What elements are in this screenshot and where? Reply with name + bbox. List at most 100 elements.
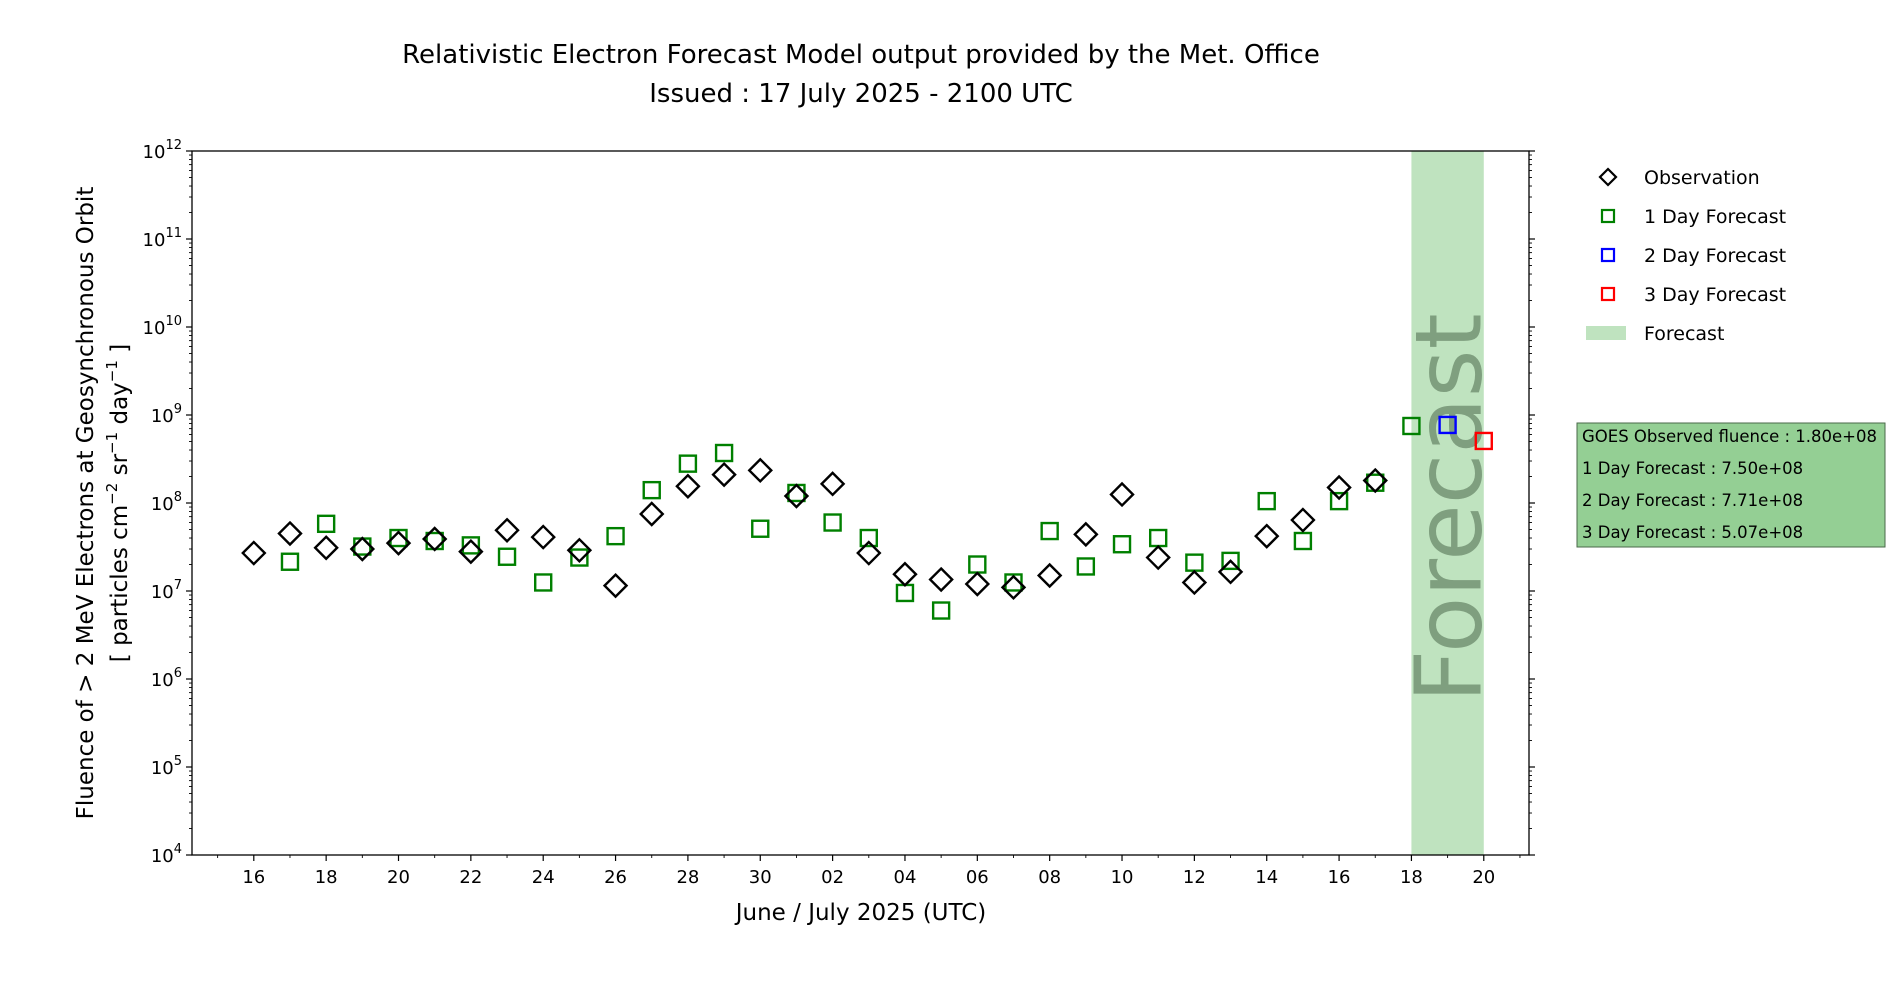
1-day-forecast-point [1402,416,1421,436]
observation-point [1290,507,1316,533]
x-tick-label: 16 [242,867,265,888]
1-day-forecast-point [534,573,553,592]
x-tick-label: 26 [604,867,627,888]
observation-point [783,483,810,509]
legend-label-forecast-band: Forecast [1644,323,1724,345]
observation-point [964,571,991,597]
1-day-forecast-point [823,513,842,532]
forecast-info-box: GOES Observed fluence : 1.80e+08 1 Day F… [1576,422,1886,548]
observation-point [1217,559,1244,585]
x-tick-label: 10 [1111,867,1134,888]
observation-point [241,540,267,566]
1-day-forecast-point [642,480,661,500]
3-day-forecast-point [1474,431,1493,451]
legend-marker-forecast-band [1586,326,1626,340]
x-tick-label: 02 [821,867,844,888]
observation-point [421,526,448,552]
y-axis: 104 105 106 107 108 109 1010 1011 1012 [143,138,1535,867]
observation-point [277,520,303,547]
x-axis-label: June / July 2025 (UTC) [734,900,987,926]
1-day-forecast-point [678,454,698,473]
y-tick-label: 105 [151,754,182,779]
observation-point [530,524,556,550]
x-axis: 16 18 20 22 24 26 28 30 02 04 06 08 10 12 14 16 18 20 [217,855,1521,888]
info-3-day-forecast: 3 Day Forecast : 5.07e+08 [1582,523,1803,542]
info-box-background [1576,422,1886,548]
observation-point [639,501,665,527]
1-day-forecast-point [606,526,625,546]
1-day-forecast-point [461,536,481,555]
1-day-forecast-point [497,547,517,566]
1-day-forecast-point [751,519,770,538]
1-day-forecast-point [714,443,734,463]
y-tick-label: 1011 [143,226,182,251]
observation-point [566,537,593,564]
observation-point [819,471,846,497]
observation-point [1326,474,1352,501]
1-day-forecast-point [1221,551,1240,571]
observation-point [349,536,376,562]
y-tick-label: 104 [151,842,182,867]
observation-point [602,572,629,599]
observation-point [1000,574,1027,601]
x-tick-label: 08 [1038,867,1061,888]
y-tick-label: 107 [151,578,182,603]
observation-point [385,530,412,556]
1-day-forecast-point [389,528,408,548]
observation-point [1073,521,1099,548]
y-tick-label: 1012 [143,138,182,163]
1-day-forecast-point [353,537,372,556]
observation-point [1145,544,1171,571]
observation-point [892,561,918,587]
1-day-forecast-point [1076,557,1096,576]
1-day-forecast-point [1293,531,1313,551]
y-tick-label: 1010 [143,314,182,339]
x-tick-label: 24 [532,867,555,888]
x-tick-label: 30 [749,867,772,888]
2-day-forecast-point [1438,415,1457,435]
y-axis-label-line1: Fluence of > 2 MeV Electrons at Geosynch… [73,187,99,820]
observation-point [1254,523,1280,549]
legend-marker-3-day-forecast [1600,286,1616,302]
observation-point [494,517,520,543]
1-day-forecast-point [1148,528,1168,548]
forecast-band-label: Forecast [1396,313,1503,702]
1-day-forecast-point [787,483,806,503]
1-day-forecast-point [425,531,444,551]
observation-point [313,535,339,561]
1-day-forecast-point [570,548,589,567]
observation-point [458,538,484,565]
1-day-forecast-point [1185,553,1204,572]
legend-label-observation: Observation [1644,167,1760,189]
forecast-band [1411,151,1484,855]
x-tick-label: 18 [315,867,338,888]
info-2-day-forecast: 2 Day Forecast : 7.71e+08 [1582,491,1803,510]
y-tick-label: 109 [151,402,182,427]
data-markers [241,415,1493,620]
1-day-forecast-point [1257,491,1276,511]
observation-point [711,461,737,488]
legend-label-1-day-forecast: 1 Day Forecast [1644,206,1786,228]
1-day-forecast-point [931,601,951,620]
1-day-forecast-point [1329,491,1349,511]
observation-point [928,566,954,593]
legend-label-2-day-forecast: 2 Day Forecast [1644,245,1786,267]
observation-point [1362,467,1388,494]
y-tick-label: 106 [151,666,182,691]
1-day-forecast-point [1366,473,1385,492]
x-tick-label: 20 [1472,867,1495,888]
legend-marker-1-day-forecast [1600,208,1616,224]
legend-marker-2-day-forecast [1600,247,1616,263]
observation-point [1036,562,1063,589]
x-tick-label: 14 [1255,867,1278,888]
x-tick-label: 28 [676,867,699,888]
x-tick-label: 22 [459,867,482,888]
1-day-forecast-point [859,528,878,548]
1-day-forecast-point [1004,573,1023,592]
y-axis-label-line2: [ particles cm−2 sr−1 day−1 ] [103,344,133,662]
1-day-forecast-point [280,552,300,571]
x-tick-label: 04 [894,867,917,888]
1-day-forecast-point [1112,535,1132,554]
x-tick-label: 16 [1328,867,1351,888]
observation-point [1109,481,1135,508]
